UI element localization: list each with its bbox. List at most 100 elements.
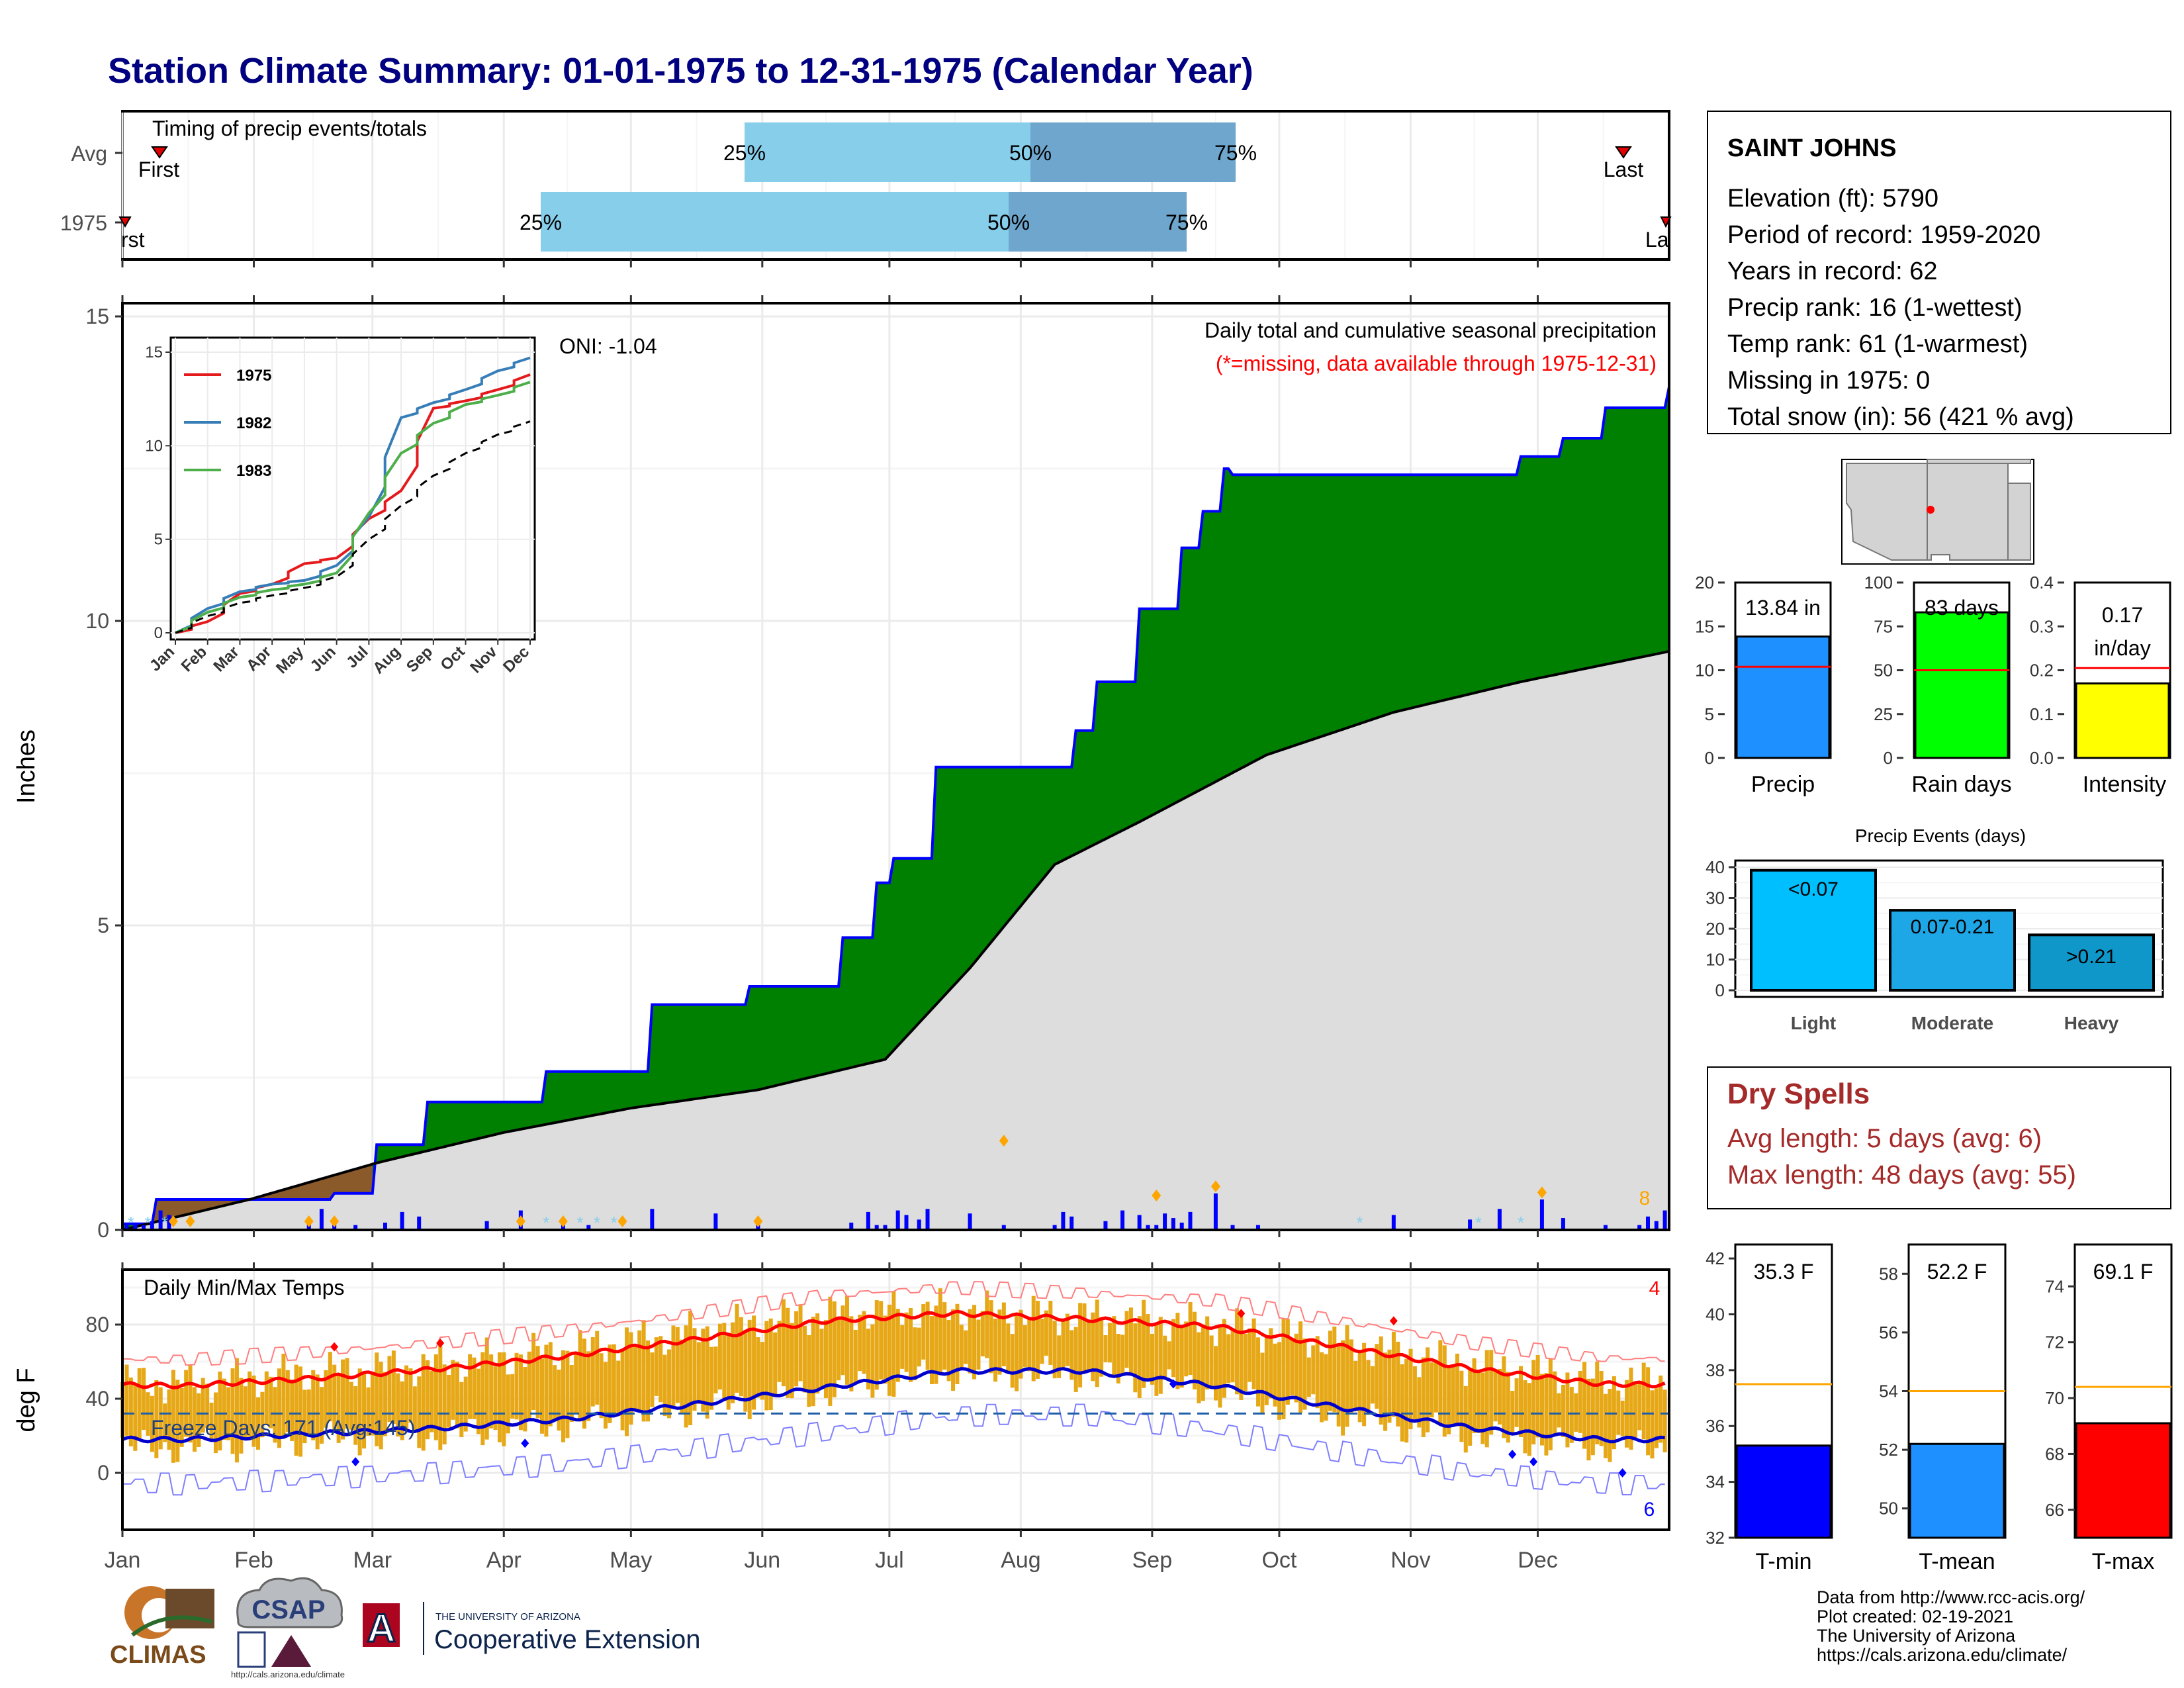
daily-temp-bar [747, 1319, 752, 1419]
daily-temp-bar [1243, 1333, 1248, 1391]
daily-temp-bar [768, 1318, 773, 1411]
daily-temp-bar [641, 1320, 646, 1422]
ua-big: Cooperative Extension [434, 1625, 700, 1654]
daily-temp-bar [1226, 1334, 1231, 1383]
state-new-mexico [1927, 463, 2009, 561]
daily-temp-bar [298, 1366, 303, 1457]
daily-temp-bar [989, 1300, 993, 1374]
dry-max: Max length: 48 days (avg: 55) [1727, 1160, 2076, 1190]
oni-label: ONI: -1.04 [559, 334, 657, 358]
daily-temp-bar [1442, 1345, 1447, 1437]
daily-temp-bar [396, 1373, 400, 1437]
timing-label: Timing of precip events/totals [152, 117, 427, 140]
daily-temp-bar [586, 1351, 591, 1421]
daily-temp-bar [828, 1296, 833, 1406]
daily-temp-bar [1506, 1372, 1510, 1443]
daily-temp-bar [819, 1329, 824, 1389]
daily-temp-bar [349, 1382, 353, 1430]
daily-temp-bar [535, 1346, 540, 1419]
daily-temp-bar [853, 1329, 858, 1383]
inset-y-tick-label: 5 [154, 531, 163, 549]
precip-count-label: 8 [1639, 1188, 1651, 1209]
daily-temp-bar [1662, 1389, 1667, 1452]
daily-temp-bar [1040, 1319, 1044, 1364]
daily-temp-bar [315, 1374, 320, 1450]
csap-text: CSAP [251, 1595, 325, 1624]
daily-precip-bar [417, 1216, 422, 1230]
daily-temp-bar [489, 1354, 494, 1429]
daily-temp-bar [913, 1327, 917, 1381]
temp-summary-tick-label: 66 [2045, 1500, 2064, 1520]
missing-marker: * [1475, 1213, 1482, 1233]
daily-temp-bar [412, 1386, 417, 1432]
daily-temp-bar [764, 1321, 769, 1411]
summary-bar [2075, 682, 2170, 759]
daily-precip-bar [866, 1211, 870, 1230]
summary-bar [1914, 611, 2009, 759]
month-label: Sep [1132, 1548, 1173, 1573]
station-line-snow: Total snow (in): 56 (421 % avg) [1727, 403, 2074, 431]
daily-temp-bar [430, 1370, 434, 1432]
daily-temp-bar [1553, 1371, 1557, 1434]
daily-max-marker [168, 1215, 178, 1227]
tbar-label-tmean: T-mean [1919, 1549, 1995, 1574]
daily-temp-bar [451, 1360, 455, 1420]
daily-temp-bar [264, 1371, 269, 1425]
station-name: SAINT JOHNS [1727, 134, 1896, 162]
daily-temp-bar [1650, 1390, 1655, 1459]
daily-temp-bar [1565, 1372, 1570, 1448]
daily-temp-bars [120, 1288, 1667, 1463]
daily-temp-bar [1124, 1311, 1129, 1368]
daily-temp-bar [1332, 1326, 1337, 1413]
legend-1983: 1983 [236, 462, 271, 480]
daily-precip-bar [968, 1213, 972, 1230]
daily-temp-bar [1569, 1387, 1574, 1443]
daily-temp-bar [281, 1354, 286, 1439]
daily-temp-bar [514, 1352, 519, 1420]
daily-temp-bar [1328, 1331, 1332, 1411]
events-bar-label-moderate: 0.07-0.21 [1911, 916, 1995, 938]
daily-temp-bar [175, 1380, 180, 1462]
daily-temp-bar [1535, 1354, 1540, 1438]
daily-precip-bar [1213, 1193, 1218, 1230]
daily-temp-bar [1167, 1341, 1171, 1370]
summary-bar-tick-label: 50 [1874, 661, 1893, 680]
daily-temp-bar [251, 1376, 256, 1447]
daily-temp-bar [1480, 1372, 1485, 1444]
daily-temp-bar [192, 1387, 197, 1452]
daily-temp-bar [637, 1330, 642, 1412]
daily-temp-bar [743, 1332, 748, 1412]
station-line-missing: Missing in 1975: 0 [1727, 367, 1930, 395]
daily-temp-bar [616, 1360, 621, 1417]
record-point [1169, 1379, 1177, 1389]
daily-temp-bar [731, 1322, 735, 1403]
daily-temp-bar [1336, 1344, 1341, 1427]
temp-summary-bar [1735, 1444, 1832, 1539]
daily-max-marker [516, 1215, 525, 1227]
daily-temp-bar [1412, 1366, 1417, 1421]
daily-temp-bar [883, 1315, 887, 1384]
daily-temp-bar [362, 1372, 367, 1449]
daily-temp-bar [1447, 1368, 1451, 1434]
daily-temp-bar [1057, 1335, 1062, 1378]
daily-max-marker [304, 1215, 314, 1227]
station-line-years: Years in record: 62 [1727, 258, 1938, 285]
events-y-tick-label: 20 [1706, 919, 1725, 939]
temp-y-tick-label: 40 [85, 1387, 109, 1411]
daily-temp-bar [815, 1313, 820, 1394]
daily-temp-bar [1163, 1335, 1167, 1379]
precip-panel: * * * * * * * * * * 0 5 10 15 Inches ONI: -1.04 Dail… [13, 302, 1670, 1242]
credit-university: The University of Arizona [1817, 1626, 2016, 1646]
daily-temp-bar [633, 1344, 637, 1411]
temp-summary-tick-label: 36 [1706, 1416, 1725, 1436]
timing-avg-last: Last [1604, 158, 1644, 181]
daily-temp-bar [874, 1300, 879, 1390]
daily-temp-bar [391, 1350, 396, 1425]
daily-temp-bar [1438, 1340, 1443, 1425]
daily-temp-bar [798, 1304, 803, 1382]
daily-temp-bar [234, 1358, 239, 1463]
daily-temp-bar [895, 1309, 900, 1382]
daily-temp-bar [1311, 1345, 1316, 1395]
daily-temp-bar [1091, 1312, 1095, 1382]
record-point [1237, 1309, 1246, 1319]
